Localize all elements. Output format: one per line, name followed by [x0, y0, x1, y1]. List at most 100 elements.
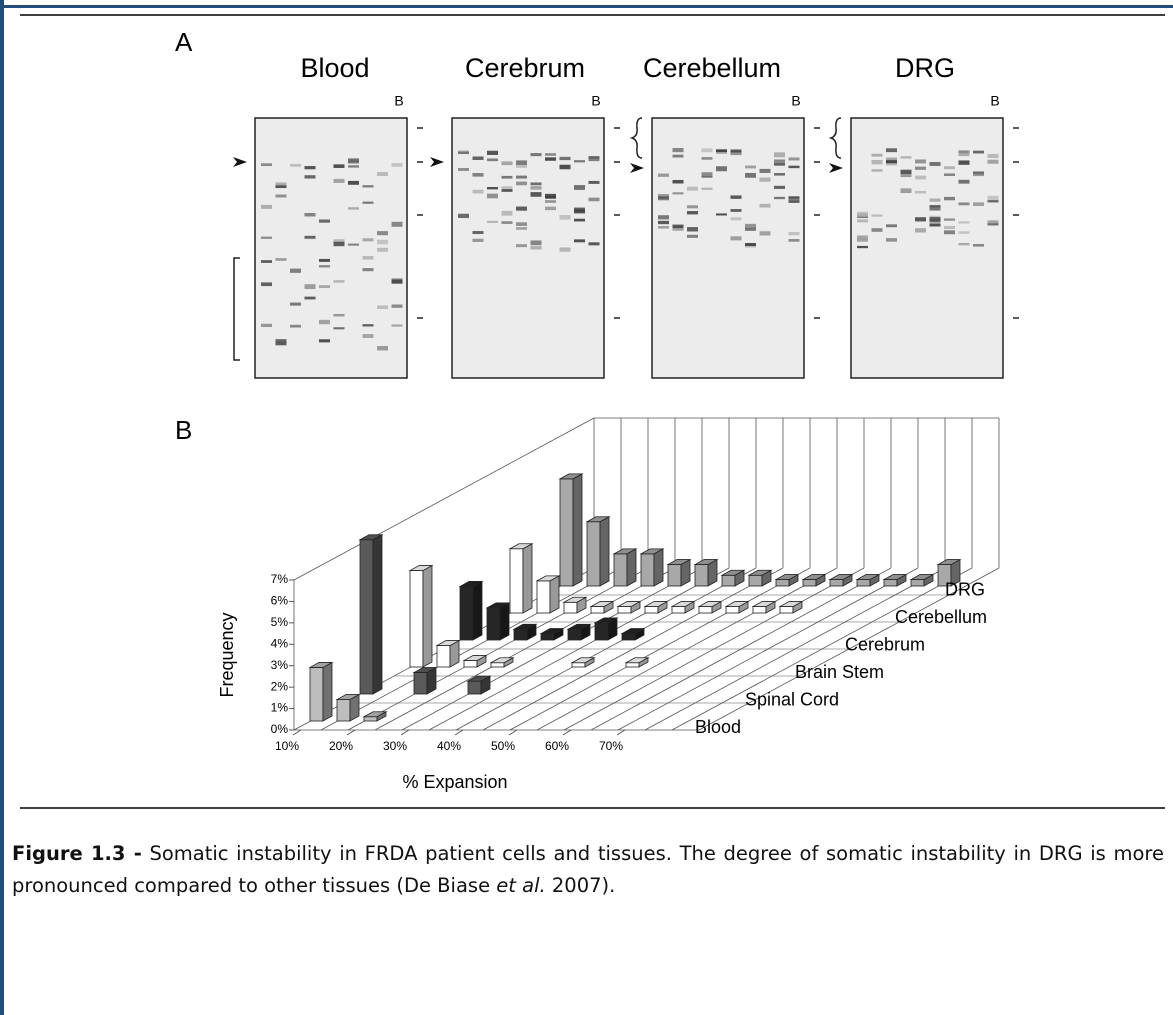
gel-band	[377, 172, 388, 177]
bar	[435, 639, 461, 668]
bar	[539, 627, 565, 641]
bar-top	[936, 559, 962, 565]
gel-band	[545, 206, 556, 211]
bar-top	[458, 581, 484, 587]
bar-front	[594, 622, 609, 641]
bar-side	[572, 473, 583, 587]
gel-band	[915, 175, 926, 180]
gel-band	[915, 228, 926, 233]
gel-band	[958, 150, 970, 154]
y-axis-label: Frequency	[217, 612, 237, 697]
gel-band	[319, 265, 330, 268]
row-label: Cerebrum	[845, 634, 925, 654]
bar-side	[499, 602, 510, 641]
bar	[855, 573, 881, 587]
bar	[670, 600, 696, 614]
bar	[643, 600, 669, 614]
gel-band	[886, 238, 897, 242]
bar	[747, 569, 773, 587]
gel-band	[362, 334, 374, 338]
gel-band	[559, 247, 571, 252]
row-label: Brain Stem	[795, 662, 884, 682]
bar-front	[486, 607, 501, 641]
bar-top	[616, 601, 642, 607]
bar-front	[459, 586, 474, 641]
bar-front	[856, 579, 871, 587]
gel-band	[886, 224, 897, 228]
bar-top	[828, 574, 854, 580]
x-tick-label: 60%	[545, 739, 569, 753]
bar-front	[409, 570, 424, 668]
bar-side	[422, 564, 433, 668]
bar-front	[644, 606, 659, 614]
gel-band	[973, 173, 984, 177]
gel-band	[944, 225, 955, 230]
gel-band	[759, 231, 771, 236]
bar-top	[412, 667, 438, 673]
gel-band	[574, 160, 585, 163]
gel-band	[900, 156, 912, 159]
row-label: Cerebellum	[895, 607, 987, 627]
gel-band	[857, 238, 868, 242]
bar-side	[653, 548, 664, 587]
bar-front	[613, 553, 628, 587]
gel-band	[333, 164, 345, 168]
gel-band	[658, 215, 669, 220]
bar-front	[752, 606, 767, 614]
bar-front	[883, 579, 898, 587]
bar-front	[467, 680, 482, 695]
bar-top	[747, 569, 773, 576]
bar-front	[563, 601, 578, 614]
left-wall-top	[293, 417, 595, 581]
bar	[358, 534, 384, 695]
gel-band	[348, 165, 359, 168]
bar-top	[643, 601, 669, 607]
bar-side	[372, 534, 383, 695]
gel-band	[574, 218, 585, 222]
gel-band	[487, 158, 498, 162]
gel-band	[275, 183, 287, 189]
bar-top	[435, 640, 461, 646]
gel-band	[701, 172, 713, 176]
gel-band	[545, 193, 556, 198]
gel-band	[333, 327, 345, 330]
gel-band	[716, 213, 727, 216]
gel-band	[857, 211, 868, 217]
bar-front	[336, 699, 351, 722]
gel-band	[687, 211, 698, 215]
bar	[408, 564, 434, 668]
gel-band	[701, 187, 713, 190]
bar-top	[589, 601, 615, 607]
gel-band	[588, 158, 600, 162]
gel-band	[745, 165, 756, 169]
bar-top	[724, 601, 750, 607]
gel-band	[304, 212, 316, 217]
bar-top	[620, 628, 646, 634]
gel-band	[701, 148, 713, 153]
gel-band	[745, 244, 756, 248]
bar-top	[535, 575, 561, 582]
x-tick	[562, 729, 572, 736]
gel-band	[886, 160, 897, 163]
bar-top	[358, 534, 384, 541]
gel-band	[304, 235, 316, 239]
gel-band	[530, 182, 542, 186]
gel-band	[973, 150, 984, 154]
gel-band	[516, 227, 527, 230]
gel-band	[391, 221, 403, 227]
bar	[624, 657, 650, 668]
gel-band	[362, 185, 374, 188]
bar	[585, 516, 611, 587]
gel-band	[545, 153, 556, 156]
gel-band	[304, 296, 316, 300]
gel-band	[588, 156, 600, 159]
gel-band	[929, 205, 941, 211]
x-tick-label: 20%	[329, 739, 353, 753]
gel-band	[958, 160, 970, 165]
gel-band	[501, 221, 513, 224]
band-arrow	[233, 157, 247, 167]
bar-front	[509, 548, 524, 614]
gel-band	[944, 173, 955, 176]
gel-band	[559, 156, 571, 161]
